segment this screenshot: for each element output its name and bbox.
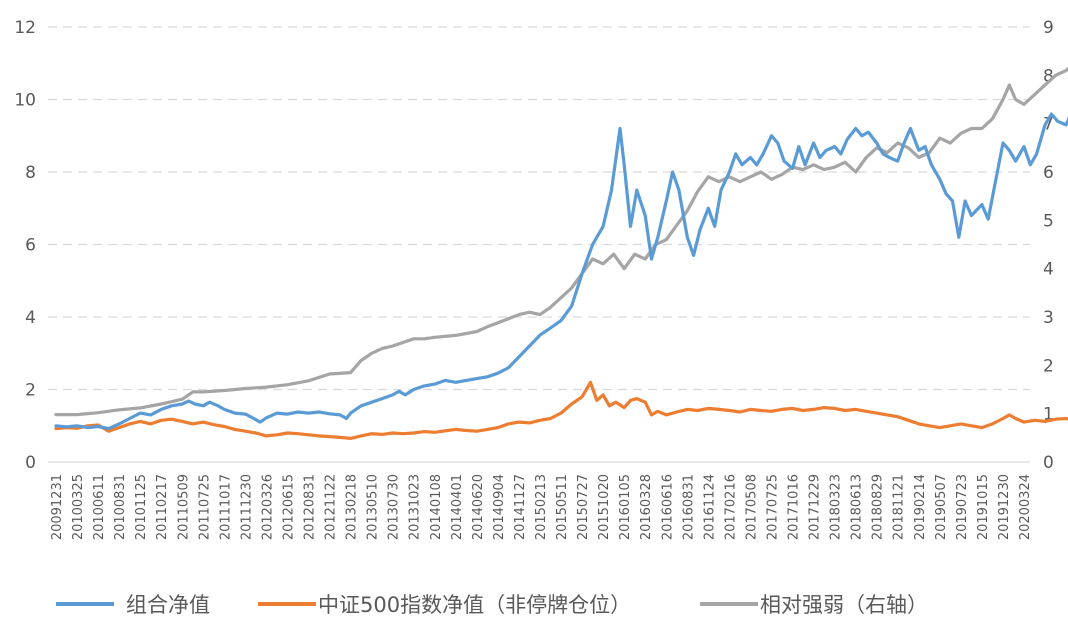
x-tick-label: 20100611 bbox=[92, 474, 107, 540]
x-tick-label: 20110217 bbox=[155, 474, 170, 540]
series-line-1 bbox=[54, 380, 1068, 440]
right-tick-label: 8 bbox=[1043, 66, 1054, 86]
legend-label-2: 相对强弱（右轴） bbox=[760, 593, 928, 617]
series-line-2 bbox=[54, 66, 1068, 417]
legend: 组合净值 中证500指数净值（非停牌仓位） 相对强弱（右轴） bbox=[56, 593, 928, 617]
series-lines bbox=[54, 66, 1068, 440]
left-tick-label: 8 bbox=[25, 163, 36, 183]
x-tick-label: 20160328 bbox=[639, 474, 654, 540]
x-tick-label: 20191015 bbox=[976, 474, 991, 540]
x-tick-label: 20171016 bbox=[787, 474, 802, 540]
x-tick-label: 20180323 bbox=[829, 474, 844, 540]
x-tick-label: 20180613 bbox=[850, 474, 865, 540]
x-tick-label: 20130218 bbox=[345, 474, 360, 540]
x-tick-label: 20091231 bbox=[50, 474, 65, 540]
x-tick-label: 20131023 bbox=[408, 474, 423, 540]
x-tick-label: 20190507 bbox=[934, 474, 949, 540]
left-y-axis: 0 2 4 6 8 10 12 bbox=[14, 18, 36, 473]
x-tick-label: 20110509 bbox=[176, 474, 191, 540]
right-tick-label: 6 bbox=[1043, 163, 1054, 183]
right-tick-label: 3 bbox=[1043, 308, 1054, 328]
right-tick-label: 4 bbox=[1043, 260, 1054, 280]
x-tick-label: 20190214 bbox=[913, 474, 928, 540]
x-tick-label: 20160831 bbox=[681, 474, 696, 540]
x-tick-label: 20190723 bbox=[955, 474, 970, 540]
right-tick-label: 9 bbox=[1043, 18, 1054, 38]
legend-label-0: 组合净值 bbox=[126, 593, 210, 617]
legend-label-1: 中证500指数净值（非停牌仓位） bbox=[318, 593, 631, 617]
right-tick-label: 7 bbox=[1043, 115, 1054, 135]
x-tick-label: 20111017 bbox=[218, 474, 233, 540]
left-tick-label: 0 bbox=[25, 453, 36, 473]
x-tick-label: 20160105 bbox=[618, 474, 633, 540]
x-tick-label: 20150727 bbox=[576, 474, 591, 540]
x-tick-label: 20150213 bbox=[534, 474, 549, 540]
x-tick-label: 20191230 bbox=[997, 474, 1012, 540]
x-tick-label: 20120615 bbox=[281, 474, 296, 540]
x-tick-label: 20170725 bbox=[765, 474, 780, 540]
x-tick-label: 20170216 bbox=[723, 474, 738, 540]
x-tick-label: 20161124 bbox=[702, 474, 717, 540]
x-tick-label: 20140904 bbox=[492, 474, 507, 540]
x-tick-label: 20100831 bbox=[113, 474, 128, 540]
x-tick-label: 20130510 bbox=[366, 474, 381, 540]
x-tick-label: 20170508 bbox=[744, 474, 759, 540]
x-tick-label: 20100325 bbox=[71, 474, 86, 540]
left-tick-label: 2 bbox=[25, 381, 36, 401]
right-tick-label: 2 bbox=[1043, 356, 1054, 376]
x-axis: 20091231 20100325 20100611 20100831 20101125… bbox=[48, 461, 1033, 540]
x-tick-label: 20120326 bbox=[260, 474, 275, 540]
x-tick-label: 20160616 bbox=[660, 474, 675, 540]
x-tick-label: 20150511 bbox=[555, 474, 570, 540]
x-tick-label: 20200324 bbox=[1018, 474, 1033, 540]
x-tick-label: 20101125 bbox=[134, 474, 149, 540]
x-tick-label: 20130730 bbox=[387, 474, 402, 540]
x-tick-label: 20140108 bbox=[429, 474, 444, 540]
x-tick-label: 20111230 bbox=[239, 474, 254, 540]
x-tick-label: 20141127 bbox=[513, 474, 528, 540]
x-tick-label: 20110725 bbox=[197, 474, 212, 540]
x-tick-label: 20181121 bbox=[892, 474, 907, 540]
left-tick-label: 10 bbox=[14, 91, 36, 111]
x-tick-label: 20151020 bbox=[597, 474, 612, 540]
left-tick-label: 4 bbox=[25, 308, 36, 328]
x-tick-label: 20180829 bbox=[871, 474, 886, 540]
right-tick-label: 5 bbox=[1043, 211, 1054, 231]
gridlines bbox=[48, 26, 1030, 391]
x-tick-label: 20140620 bbox=[471, 474, 486, 540]
x-tick-label: 20121122 bbox=[324, 474, 339, 540]
left-tick-label: 12 bbox=[14, 18, 36, 38]
x-tick-label: 20120831 bbox=[303, 474, 318, 540]
right-tick-label: 0 bbox=[1043, 453, 1054, 473]
series-line-0 bbox=[54, 112, 1068, 431]
x-tick-label: 20140401 bbox=[450, 474, 465, 540]
right-tick-label: 1 bbox=[1043, 405, 1054, 425]
right-y-axis: 0 1 2 3 4 5 6 7 8 9 bbox=[1043, 18, 1054, 473]
x-tick-label: 20171229 bbox=[808, 474, 823, 540]
left-tick-label: 6 bbox=[25, 236, 36, 256]
